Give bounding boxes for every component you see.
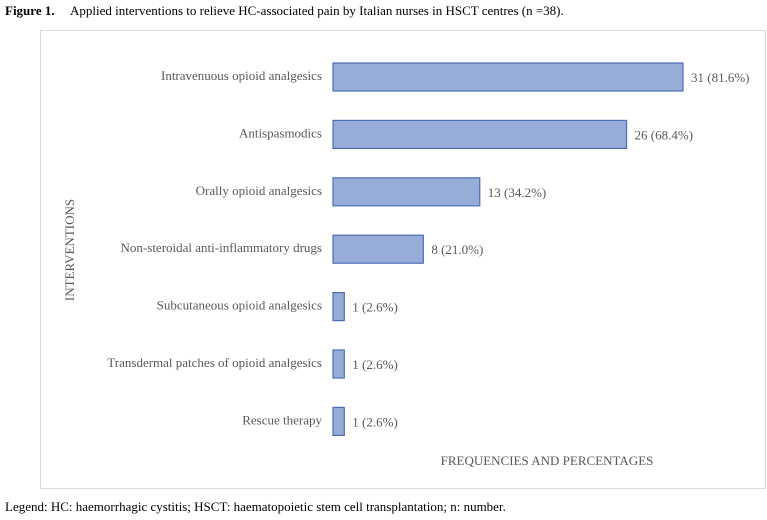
bar: [332, 292, 345, 322]
y-tick-label: Transdermal patches of opioid analgesics: [107, 355, 322, 370]
value-label: 13 (34.2%): [488, 185, 546, 200]
bar: [332, 349, 345, 379]
y-tick-label: Antispasmodics: [239, 125, 322, 140]
bar: [332, 234, 424, 264]
bar: [332, 62, 684, 92]
value-label: 8 (21.0%): [431, 242, 483, 257]
value-label: 26 (68.4%): [635, 127, 694, 142]
x-axis-label: FREQUENCIES AND PERCENTAGES: [441, 453, 654, 468]
y-tick-label: Orally opioid analgesics: [196, 183, 322, 198]
caption: Legend: HC: haemorrhagic cystitis; HSCT:…: [5, 499, 506, 514]
bar: [332, 177, 481, 207]
y-tick-label: Intravenuous opioid analgesics: [161, 68, 322, 83]
y-axis-label: INTERVENTIONS: [62, 199, 77, 301]
bar: [332, 119, 628, 150]
chart-border: [40, 30, 766, 489]
value-label: 31 (81.6%): [691, 70, 750, 85]
y-tick-label: Rescue therapy: [242, 412, 322, 427]
y-tick-label: Subcutaneous opioid analgesics: [157, 298, 322, 313]
value-label: 1 (2.6%): [352, 357, 398, 372]
y-tick-label: Non-steroidal anti-inflammatory drugs: [121, 240, 322, 255]
figure-label: Figure 1.: [5, 3, 55, 18]
value-label: 1 (2.6%): [352, 300, 398, 315]
value-label: 1 (2.6%): [352, 414, 398, 429]
bar: [332, 406, 345, 436]
chart-title: Applied interventions to relieve HC-asso…: [70, 3, 564, 18]
